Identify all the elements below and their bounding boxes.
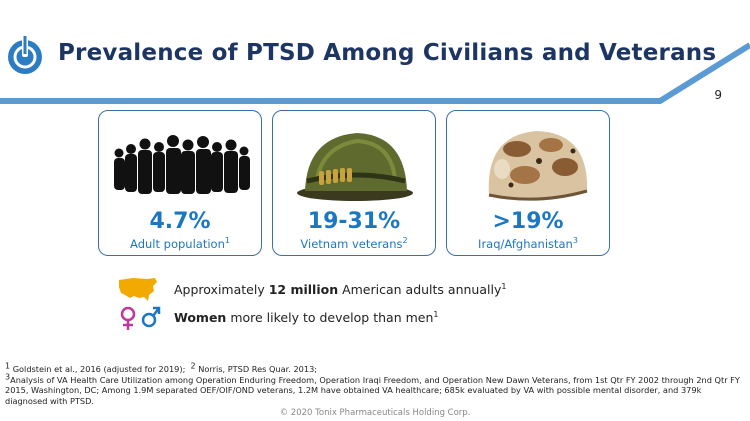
bullet-women: Women more likely to develop than men1 [174, 309, 439, 325]
header-rule [0, 42, 750, 104]
footnotes: 1 Goldstein et al., 2016 (adjusted for 2… [5, 361, 745, 406]
vietnam-helmet-icon [297, 133, 413, 201]
stat-card-adult-population: 4.7% Adult population1 [98, 110, 262, 256]
page-title: Prevalence of PTSD Among Civilians and V… [58, 40, 717, 66]
gender-icon [120, 306, 161, 330]
copyright: © 2020 Tonix Pharmaceuticals Holding Cor… [279, 408, 471, 418]
company-logo-icon [8, 34, 42, 74]
footnote-line-1: 1 Goldstein et al., 2016 (adjusted for 2… [5, 361, 318, 374]
stat-value: >19% [492, 209, 564, 234]
stat-card-iraq-afghanistan: >19% Iraq/Afghanistan3 [446, 110, 610, 256]
footnote-line-2: 3Analysis of VA Health Care Utilization … [5, 371, 740, 406]
us-map-icon [119, 278, 157, 301]
page-number: 9 [714, 88, 722, 102]
stat-value: 19-31% [307, 209, 401, 234]
stat-caption: Vietnam veterans2 [300, 236, 408, 251]
stat-caption: Iraq/Afghanistan3 [478, 236, 578, 251]
desert-helmet-icon [488, 131, 588, 201]
stat-value: 4.7% [149, 209, 211, 234]
stat-card-vietnam-veterans: 19-31% Vietnam veterans2 [272, 110, 436, 256]
crowd-silhouette-icon [114, 135, 250, 194]
bullet-us-adults: Approximately 12 million American adults… [174, 281, 507, 297]
stat-caption: Adult population1 [130, 236, 230, 251]
